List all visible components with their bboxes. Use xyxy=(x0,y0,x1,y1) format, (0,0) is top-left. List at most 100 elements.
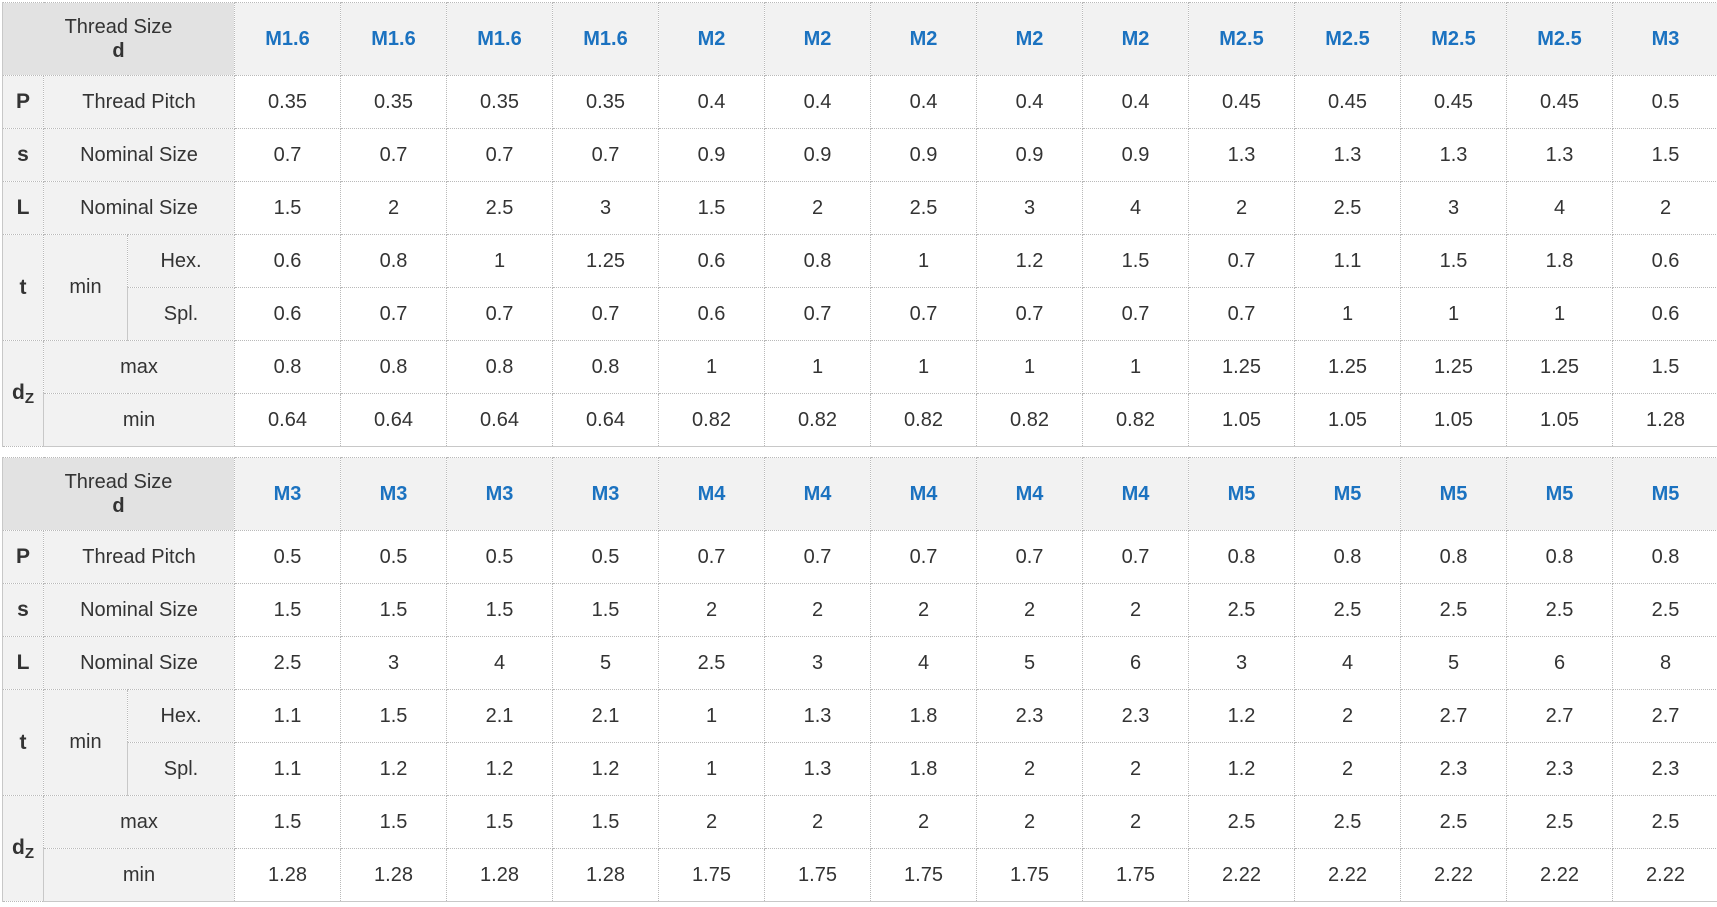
value-cell: 1.1 xyxy=(1294,234,1401,288)
value-cell: 2 xyxy=(1082,742,1189,796)
value-cell: 1.05 xyxy=(1506,393,1613,447)
value-cell: 1 xyxy=(446,234,553,288)
value-cell: 1.5 xyxy=(446,583,553,637)
value-cell: 2 xyxy=(658,795,765,849)
value-cell: 2.5 xyxy=(1294,795,1401,849)
point-diameter-d: d xyxy=(12,835,25,859)
value-cell: 0.64 xyxy=(234,393,341,447)
value-cell: 0.6 xyxy=(1612,287,1717,341)
value-cell: 0.64 xyxy=(552,393,659,447)
header-row: Thread Size d M1.6 M1.6 M1.6 M1.6 M2 M2 M2 M2 M2 M2… xyxy=(2,2,1717,76)
value-cell: 1.2 xyxy=(1188,689,1295,743)
value-cell: 0.4 xyxy=(764,75,871,129)
pitch-row: P Thread Pitch 0.5 0.5 0.5 0.5 0.7 0.7 0.7 0.7 0.7… xyxy=(2,530,1717,584)
value-cell: 3 xyxy=(976,181,1083,235)
point-diameter-d: d xyxy=(12,380,25,404)
value-cell: 0.7 xyxy=(446,128,553,182)
thread-size-cell: M4 xyxy=(976,457,1083,531)
value-cell: 0.5 xyxy=(552,530,659,584)
head-size-symbol: s xyxy=(2,583,44,637)
value-cell: 1.5 xyxy=(234,583,341,637)
value-cell: 2.5 xyxy=(1612,795,1717,849)
value-cell: 1.3 xyxy=(1294,128,1401,182)
socket-depth-min-label: min xyxy=(43,689,128,796)
point-diameter-min-row: min 1.28 1.28 1.28 1.28 1.75 1.75 1.75 1.75 1.75 2… xyxy=(3,848,1717,902)
value-cell: 2.5 xyxy=(1400,583,1507,637)
value-cell: 0.6 xyxy=(234,234,341,288)
value-cell: 2 xyxy=(1082,795,1189,849)
thread-size-cell: M2.5 xyxy=(1506,2,1613,76)
value-cell: 2 xyxy=(1294,689,1401,743)
value-cell: 1.5 xyxy=(340,795,447,849)
value-cell: 0.8 xyxy=(1506,530,1613,584)
value-cell: 0.7 xyxy=(340,287,447,341)
value-cell: 0.9 xyxy=(658,128,765,182)
min-label: min xyxy=(43,848,235,902)
thread-size-cell: M4 xyxy=(658,457,765,531)
value-cell: 2 xyxy=(764,181,871,235)
value-cell: 3 xyxy=(1400,181,1507,235)
value-cell: 0.8 xyxy=(340,234,447,288)
value-cell: 1.5 xyxy=(552,795,659,849)
thread-size-cell: M2.5 xyxy=(1400,2,1507,76)
value-cell: 0.5 xyxy=(446,530,553,584)
head-size-label: Nominal Size xyxy=(43,583,235,637)
value-cell: 0.4 xyxy=(1082,75,1189,129)
value-cell: 1.3 xyxy=(1400,128,1507,182)
value-cell: 0.4 xyxy=(658,75,765,129)
value-cell: 2.5 xyxy=(1188,583,1295,637)
value-cell: 6 xyxy=(1506,636,1613,690)
value-cell: 0.6 xyxy=(234,287,341,341)
value-cell: 2.22 xyxy=(1294,848,1401,902)
value-cell: 1.5 xyxy=(1612,340,1717,394)
value-cell: 4 xyxy=(446,636,553,690)
value-cell: 0.8 xyxy=(1294,530,1401,584)
value-cell: 2.1 xyxy=(552,689,659,743)
value-cell: 1.8 xyxy=(1506,234,1613,288)
value-cell: 0.9 xyxy=(764,128,871,182)
thread-size-cell: M1.6 xyxy=(340,2,447,76)
length-symbol: L xyxy=(2,636,44,690)
thread-size-cell: M3 xyxy=(552,457,659,531)
value-cell: 1.3 xyxy=(1506,128,1613,182)
value-cell: 0.9 xyxy=(976,128,1083,182)
value-cell: 2.5 xyxy=(446,181,553,235)
value-cell: 2.22 xyxy=(1612,848,1717,902)
spec-table-1: Thread Size d M1.6 M1.6 M1.6 M1.6 M2 M2 M2 M2 M2 M2… xyxy=(2,2,1717,447)
value-cell: 0.8 xyxy=(1188,530,1295,584)
value-cell: 1.5 xyxy=(234,795,341,849)
value-cell: 2.3 xyxy=(1506,742,1613,796)
value-cell: 2 xyxy=(1612,181,1717,235)
value-cell: 0.64 xyxy=(446,393,553,447)
value-cell: 0.35 xyxy=(234,75,341,129)
value-cell: 0.6 xyxy=(1612,234,1717,288)
value-cell: 1.8 xyxy=(870,689,977,743)
value-cell: 2.1 xyxy=(446,689,553,743)
value-cell: 3 xyxy=(552,181,659,235)
value-cell: 3 xyxy=(1188,636,1295,690)
thread-size-cell: M3 xyxy=(446,457,553,531)
value-cell: 2.5 xyxy=(1188,795,1295,849)
value-cell: 1.2 xyxy=(552,742,659,796)
value-cell: 3 xyxy=(340,636,447,690)
thread-size-cell: M1.6 xyxy=(446,2,553,76)
value-cell: 1 xyxy=(976,340,1083,394)
head-size-symbol: s xyxy=(2,128,44,182)
thread-size-cell: M2 xyxy=(976,2,1083,76)
value-cell: 1.28 xyxy=(1612,393,1717,447)
value-cell: 2 xyxy=(1082,583,1189,637)
value-cell: 1.28 xyxy=(234,848,341,902)
value-cell: 1.75 xyxy=(764,848,871,902)
pitch-symbol: P xyxy=(2,75,44,129)
value-cell: 2.22 xyxy=(1400,848,1507,902)
value-cell: 1.28 xyxy=(552,848,659,902)
value-cell: 2.7 xyxy=(1506,689,1613,743)
spec-table-2: Thread Size d M3 M3 M3 M3 M4 M4 M4 M4 M4 M5 M5 M5 M5 M5… xyxy=(2,457,1717,902)
length-symbol: L xyxy=(2,181,44,235)
thread-size-cell: M5 xyxy=(1188,457,1295,531)
value-cell: 2.5 xyxy=(1294,583,1401,637)
value-cell: 1.25 xyxy=(552,234,659,288)
value-cell: 2 xyxy=(764,795,871,849)
value-cell: 0.8 xyxy=(446,340,553,394)
value-cell: 1.2 xyxy=(340,742,447,796)
